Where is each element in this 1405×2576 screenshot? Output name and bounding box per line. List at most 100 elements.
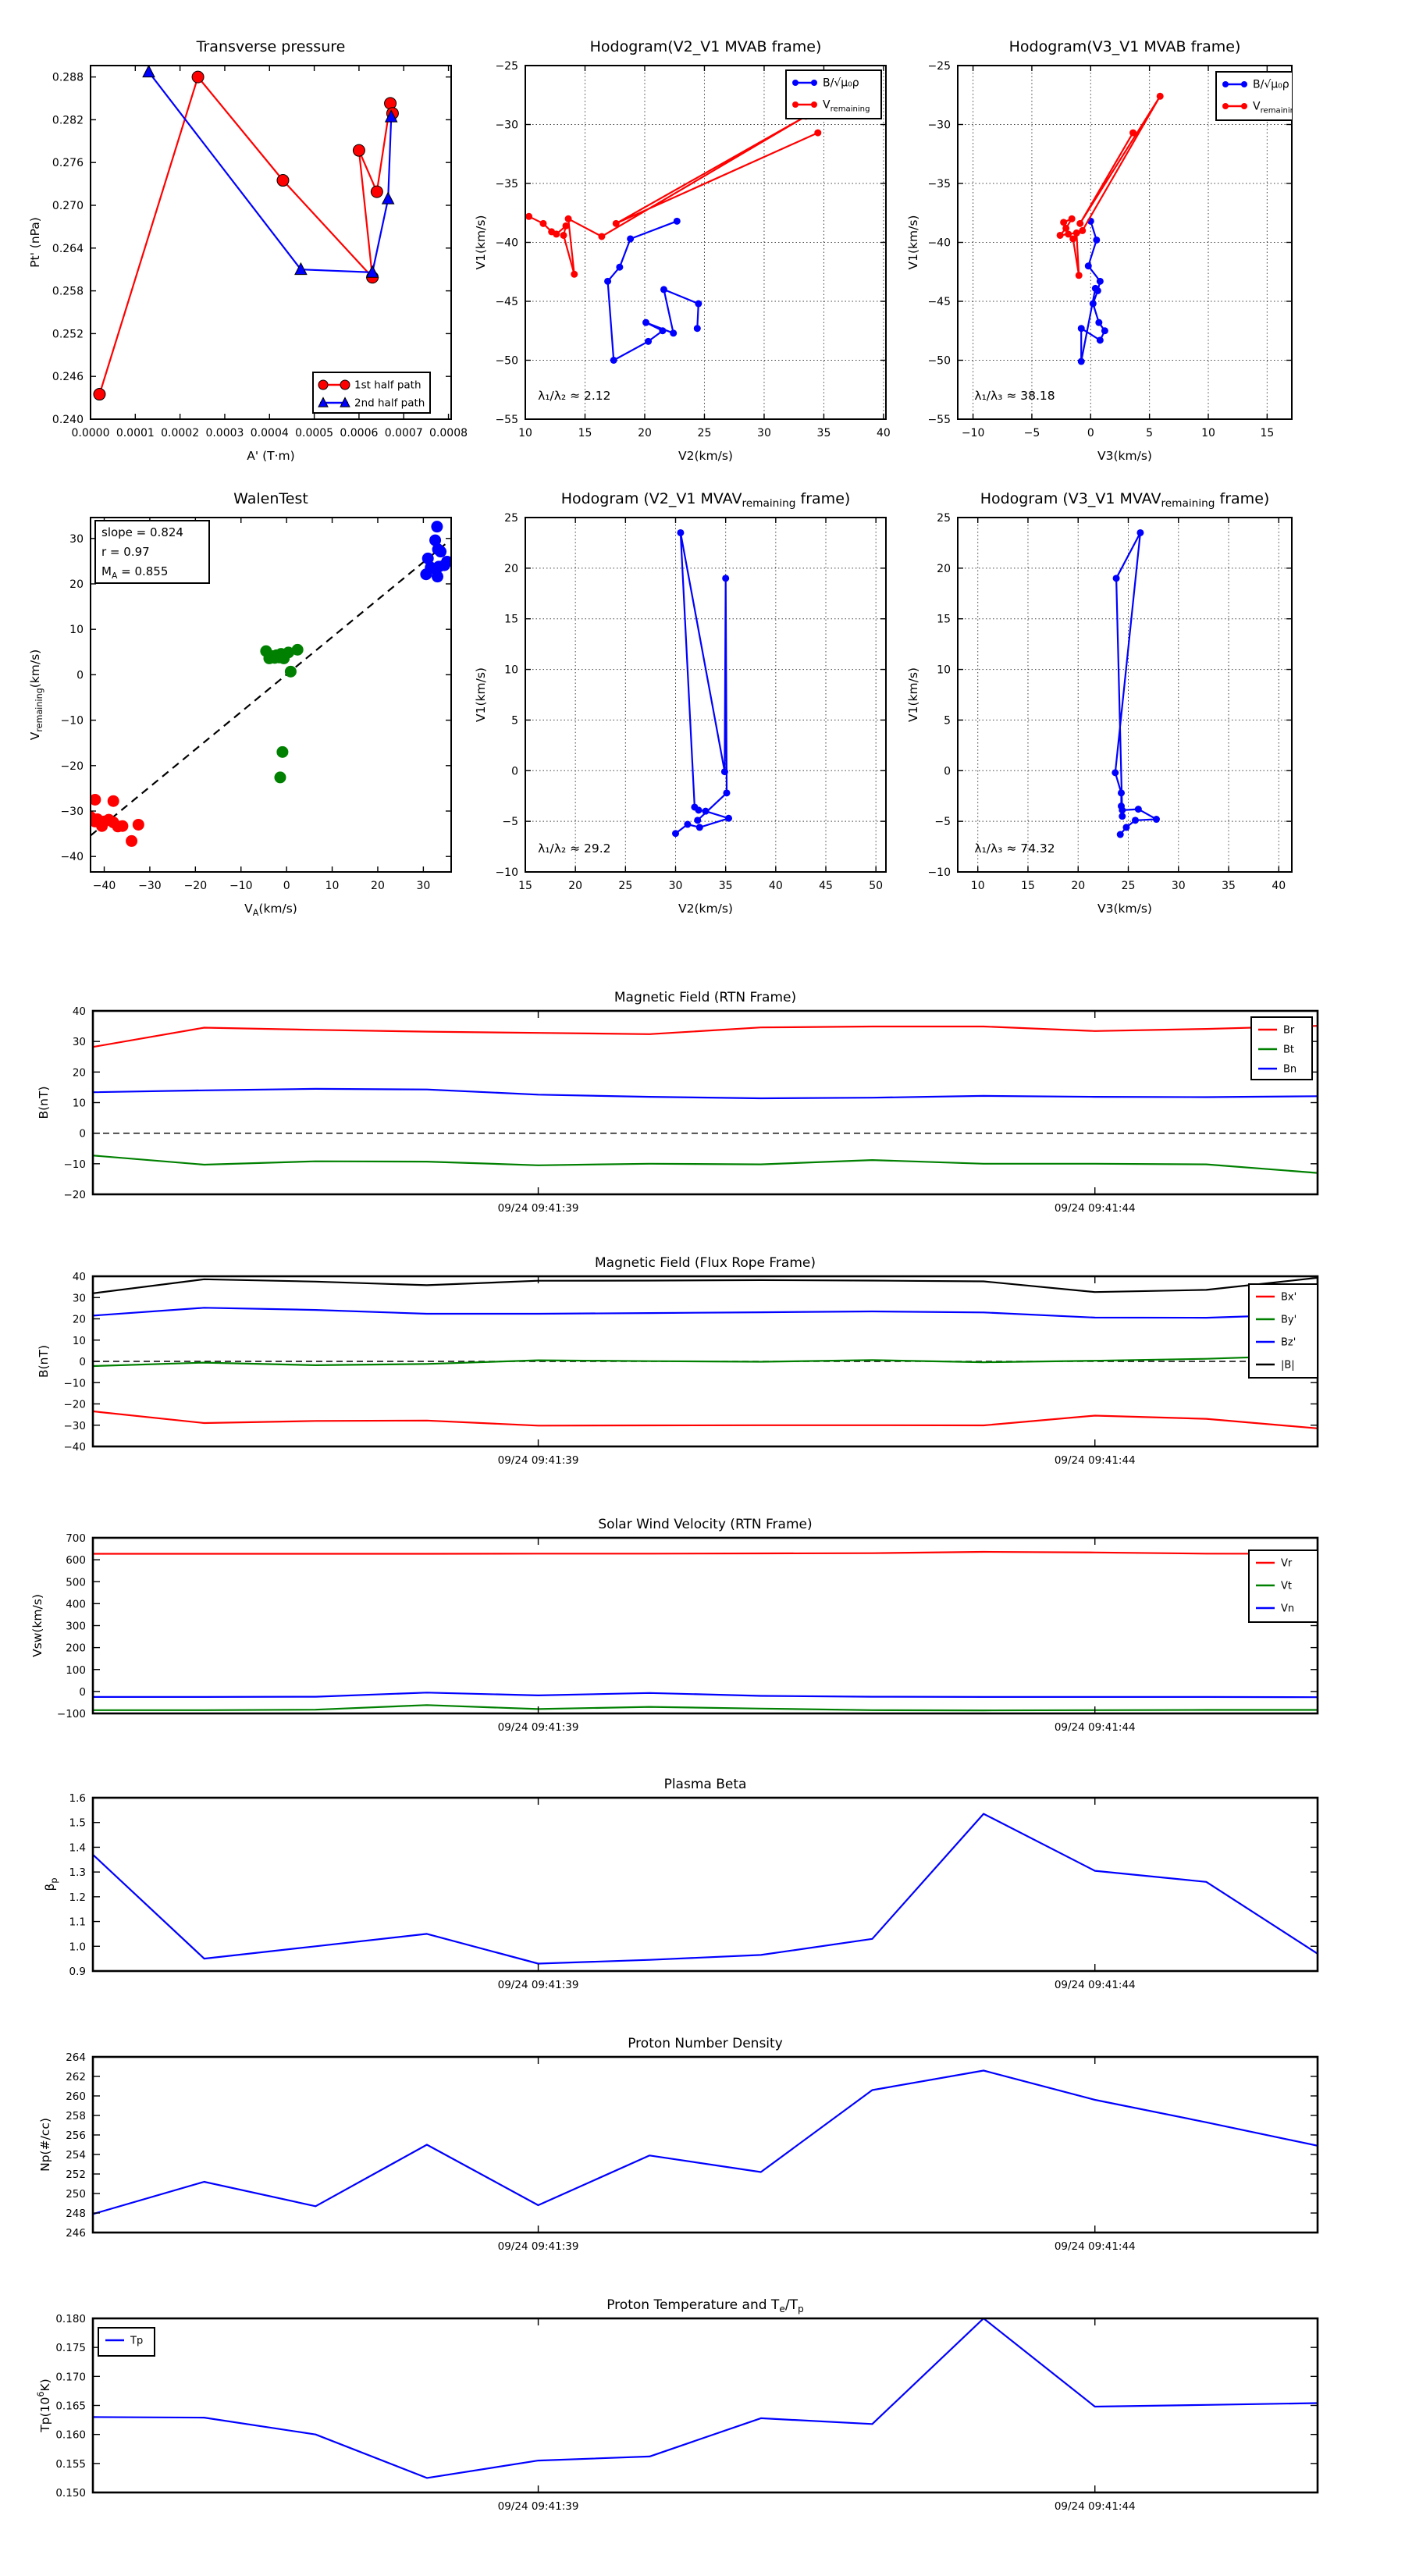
- circle-marker: [431, 521, 443, 533]
- circle-marker: [539, 219, 547, 227]
- panel-b-rtn: 09/24 09:41:39 09/24 09:41:44 −20 −10 0 10 20 3…: [37, 990, 1319, 1215]
- x-tick-label: 30: [1172, 880, 1186, 892]
- legend-item-label: 2nd half path: [354, 397, 425, 410]
- y-tick-label: 0.246: [52, 371, 84, 383]
- y-tick-label: 0: [79, 1356, 86, 1368]
- x-tick-label: 09/24 09:41:44: [1055, 1454, 1136, 1467]
- y-tick-label: 0.9: [69, 1966, 86, 1978]
- legend: B/√μ₀ρ Vremaining: [1215, 71, 1300, 121]
- y-tick-label: 246: [66, 2227, 86, 2240]
- y-tick-label: 0.270: [52, 200, 84, 212]
- y-tick-label: 500: [66, 1576, 86, 1589]
- y-tick-label: −45: [495, 296, 518, 308]
- legend-item-label: Vremaining: [823, 99, 870, 114]
- legend-box: [1215, 71, 1292, 121]
- y-tick-label: 15: [937, 614, 951, 626]
- triangle-marker: [381, 191, 395, 205]
- panel-plasma-beta: 09/24 09:41:39 09/24 09:41:44 0.9 1.0 1.1 1.2…: [43, 1777, 1319, 1991]
- circle-marker: [1112, 769, 1119, 777]
- eigenvalue-ratio-annotation: λ₁/λ₃ ≈ 74.32: [974, 841, 1055, 856]
- y-tick-label: −20: [64, 1399, 87, 1411]
- y-tick-label: −5: [934, 816, 951, 828]
- y-tick-label: 0: [76, 669, 84, 681]
- y-axis-label: Vremaining(km/s): [28, 649, 44, 740]
- axes-frame: [90, 65, 452, 420]
- y-tick-label: 20: [937, 563, 951, 575]
- x-tick-label: 25: [698, 427, 712, 439]
- circle-marker: [553, 230, 560, 238]
- circle-marker: [1072, 229, 1080, 237]
- series-first-half-markers: [91, 793, 144, 847]
- panel-proton-density: 09/24 09:41:39 09/24 09:41:44 246 248 250 252…: [38, 2036, 1319, 2253]
- y-tick-label: 25: [937, 512, 951, 525]
- x-axis-label: V3(km/s): [1097, 449, 1152, 463]
- circle-marker: [673, 217, 681, 225]
- series-b-over-sqrt-mu0-rho-line: [606, 220, 699, 361]
- x-tick-label: 20: [371, 880, 385, 892]
- circle-marker: [1056, 231, 1064, 239]
- legend-box: [312, 372, 431, 414]
- y-axis-label: B(nT): [37, 1345, 51, 1378]
- circle-marker: [677, 528, 685, 536]
- circle-marker: [811, 80, 817, 86]
- circle-marker: [1079, 226, 1087, 234]
- y-tick-label: 700: [66, 1532, 86, 1545]
- x-tick-label: −20: [184, 880, 208, 892]
- triangle-marker: [384, 109, 398, 123]
- y-tick-label: 250: [66, 2188, 86, 2201]
- triangle-marker: [318, 397, 329, 407]
- y-axis-label: βp: [43, 1878, 59, 1891]
- circle-marker: [1077, 358, 1085, 365]
- circle-marker: [1091, 284, 1099, 292]
- y-tick-label: 0.155: [55, 2458, 86, 2471]
- series-v-remaining-line: [528, 115, 819, 276]
- circle-marker: [723, 789, 731, 797]
- x-tick-label: 15: [518, 880, 532, 892]
- y-axis-label: B(nT): [37, 1086, 51, 1119]
- x-tick-label: 0.0007: [385, 427, 423, 439]
- circle-marker: [1065, 230, 1072, 238]
- y-tick-label: 260: [66, 2090, 86, 2103]
- circle-marker: [610, 357, 617, 364]
- x-axis-label: V2(km/s): [678, 449, 733, 463]
- legend: Bx' By' Bz' |B|: [1248, 1283, 1318, 1379]
- panel-title: Magnetic Field (Flux Rope Frame): [595, 1255, 816, 1271]
- circle-marker: [1068, 215, 1076, 222]
- legend-item-label: Vremaining: [1253, 101, 1300, 116]
- circle-marker: [1075, 272, 1083, 279]
- stats-annotation-line: MA = 0.855: [101, 564, 168, 581]
- circle-marker: [191, 70, 205, 84]
- series-vr-line: [93, 1550, 1318, 1555]
- circle-marker: [276, 174, 290, 187]
- panel-title: Hodogram (V3_V1 MVAVremaining frame): [980, 490, 1270, 510]
- circle-marker: [645, 337, 653, 345]
- series-2nd-half-path-line: [148, 71, 393, 273]
- y-tick-label: −45: [927, 296, 951, 308]
- y-tick-label: 10: [73, 1098, 86, 1110]
- axes-frame: [91, 1009, 1319, 1196]
- panel-title: Proton Number Density: [628, 2036, 783, 2051]
- legend-item-label: Br: [1283, 1025, 1295, 1037]
- y-tick-label: −20: [60, 760, 84, 773]
- y-tick-label: −100: [57, 1708, 86, 1720]
- panel-hodogram-v3v1-mvab: −10 −5 0 5 10 15−55−50−45−40−35−30−25Hodogram…: [906, 38, 1300, 463]
- legend-item-label: By': [1281, 1315, 1297, 1326]
- triangle-marker: [365, 265, 379, 278]
- x-tick-label: 5: [1146, 427, 1153, 439]
- x-tick-label: 0.0008: [429, 427, 468, 439]
- circle-marker: [107, 795, 119, 807]
- y-tick-label: 256: [66, 2129, 86, 2142]
- y-tick-label: 10: [937, 664, 951, 677]
- y-tick-label: 30: [69, 533, 84, 546]
- x-tick-label: 50: [869, 880, 883, 892]
- y-tick-label: 0.288: [52, 72, 84, 84]
- x-tick-label: 30: [416, 880, 430, 892]
- eigenvalue-ratio-annotation: λ₁/λ₂ ≈ 29.2: [538, 841, 610, 856]
- x-tick-label: 10: [971, 880, 985, 892]
- x-tick-label: 20: [638, 427, 652, 439]
- series-np-line: [93, 2069, 1318, 2215]
- y-tick-label: −35: [927, 178, 951, 190]
- circle-marker: [116, 820, 129, 832]
- circle-marker: [792, 101, 799, 108]
- x-tick-label: −10: [229, 880, 253, 892]
